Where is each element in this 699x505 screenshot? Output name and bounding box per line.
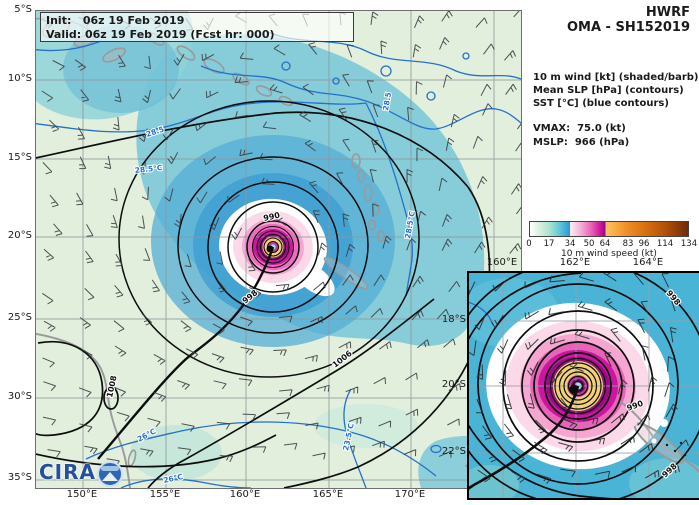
legend-sst-line: SST [°C] (blue contours)	[533, 98, 669, 109]
inset-lat-tick-label: 18°S	[441, 314, 466, 325]
lon-tick-label: 155°E	[149, 489, 181, 500]
colorbar-tick: 114	[656, 239, 674, 249]
mountain-icon	[102, 472, 118, 481]
inset-map-svg: 990 998 998	[469, 273, 699, 498]
main-map-svg: 990 998 1006 1008 28.5 28.5°C 28.5 28.5°…	[36, 11, 521, 488]
slp-contours	[36, 100, 491, 488]
model-title: HWRF	[645, 5, 690, 20]
lat-tick-label: 35°S	[7, 472, 32, 483]
main-map-panel: 990 998 1006 1008 28.5 28.5°C 28.5 28.5°…	[35, 10, 522, 489]
sst-label: 28.5	[381, 92, 393, 112]
inset-storm-track	[469, 385, 580, 490]
colorbar-tick: 50	[583, 239, 595, 249]
init-time-text: Init: 06z 19 Feb 2019	[46, 14, 185, 27]
colorbar-tick: 34	[564, 239, 576, 249]
inset-storm-center-marker	[569, 384, 579, 394]
storm-center-marker	[266, 245, 274, 253]
lon-tick-label: 150°E	[66, 489, 98, 500]
colorbar-tick: 83	[622, 239, 634, 249]
valid-time-text: Valid: 06z 19 Feb 2019 (Fcst hr: 000)	[46, 27, 275, 41]
vmax-value: VMAX: 75.0 (kt)	[533, 123, 626, 134]
legend-slp-line: Mean SLP [hPa] (contours)	[533, 85, 684, 96]
inset-slp-contours	[469, 273, 699, 498]
badge-sky	[101, 466, 119, 471]
lat-tick-label: 20°S	[7, 230, 32, 241]
colorbar-tick: 17	[543, 239, 555, 249]
cira-logo-badge	[97, 461, 123, 487]
inset-wind-barbs	[469, 273, 689, 484]
inset-lat-tick-label: 22°S	[441, 446, 466, 457]
lon-tick-label: 160°E	[229, 489, 261, 500]
inset-lon-tick-label: 164°E	[632, 257, 664, 268]
inset-lon-tick-label: 162°E	[559, 257, 591, 268]
colorbar-tick: 0	[526, 239, 532, 249]
inset-lon-tick-label: 160°E	[486, 257, 518, 268]
sst-label: 28.5°C	[134, 163, 163, 175]
colorbar	[529, 221, 689, 237]
lat-tick-label: 30°S	[7, 391, 32, 402]
storm-track	[97, 246, 275, 460]
lon-tick-label: 165°E	[312, 489, 344, 500]
storm-title: OMA - SH152019	[566, 20, 690, 35]
lat-tick-label: 10°S	[7, 73, 32, 84]
mslp-value: MSLP: 966 (hPa)	[533, 137, 630, 148]
inset-lat-tick-label: 20°S	[441, 379, 466, 390]
colorbar-tick: 96	[638, 239, 650, 249]
lat-tick-label: 15°S	[7, 152, 32, 163]
cira-logo-text: CIRA	[39, 460, 96, 484]
lon-tick-label: 170°E	[394, 489, 426, 500]
inset-map-panel: 990 998 998	[467, 271, 699, 500]
lat-tick-label: 5°S	[14, 4, 32, 15]
colorbar-label: 10 m wind speed (kt)	[561, 249, 657, 259]
colorbar-tick: 134	[680, 239, 698, 249]
init-info-box: Init: 06z 19 Feb 2019 Valid: 06z 19 Feb …	[40, 12, 354, 42]
lat-tick-label: 25°S	[7, 312, 32, 323]
legend-wind-line: 10 m wind [kt] (shaded/barb)	[533, 72, 699, 83]
colorbar-tick: 64	[599, 239, 611, 249]
